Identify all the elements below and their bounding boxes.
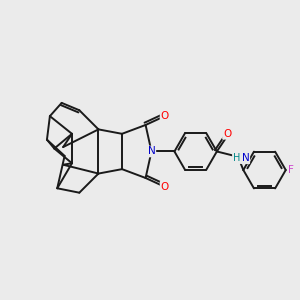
Text: H: H — [233, 153, 240, 163]
Text: O: O — [223, 129, 231, 139]
Text: O: O — [160, 182, 169, 192]
Text: N: N — [148, 146, 155, 157]
Text: N: N — [242, 153, 249, 163]
Text: F: F — [288, 165, 294, 175]
Text: O: O — [160, 111, 169, 121]
